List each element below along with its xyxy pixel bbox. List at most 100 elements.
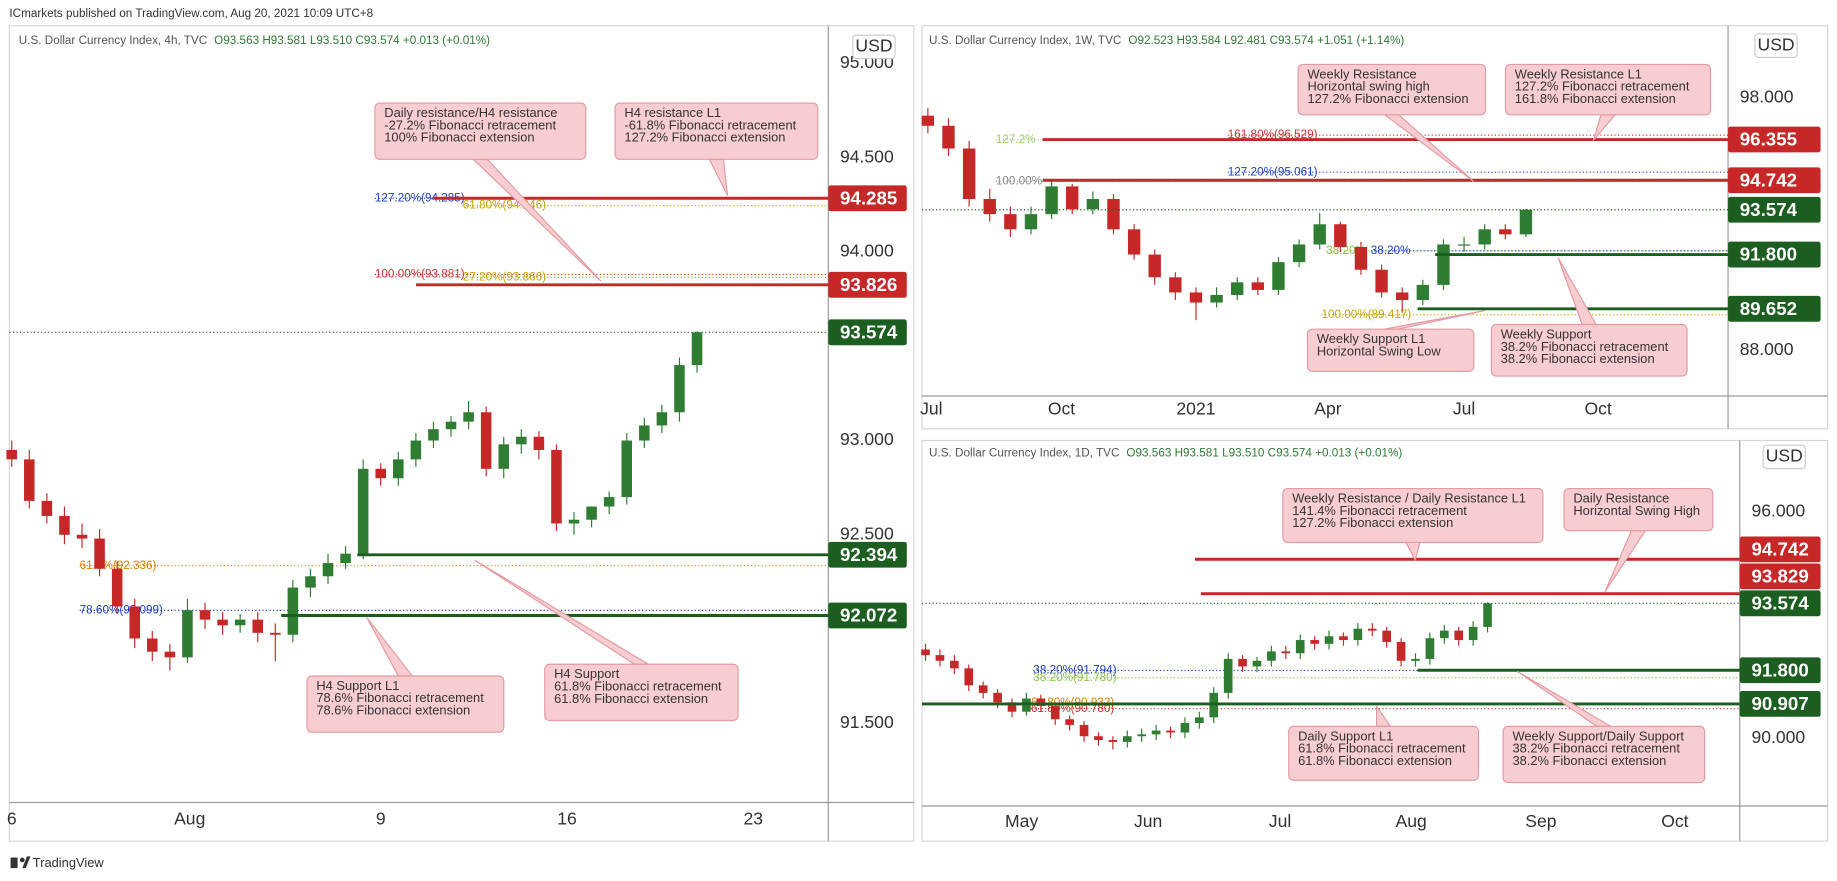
callout-box (614, 102, 819, 160)
price-label: 94.742 (1751, 539, 1808, 560)
callout-text: -27.2% Fibonacci retracement (384, 117, 556, 132)
price-label: 93.826 (840, 274, 897, 295)
chart-panel: U.S. Dollar Currency Index, 1W, TVC O92.5… (920, 25, 1829, 430)
candle-body (1267, 651, 1276, 661)
candle-body (1499, 229, 1512, 235)
candle-body (393, 459, 404, 479)
candle-body (1066, 186, 1079, 210)
callout-text: H4 resistance L1 (624, 105, 721, 120)
callout-box (544, 663, 739, 722)
y-tick-label: 88.000 (1740, 339, 1794, 359)
price-label: 93.574 (840, 321, 898, 342)
price-label-box (1739, 691, 1821, 717)
x-tick-label: Oct (1048, 399, 1075, 419)
candle-body (1454, 630, 1464, 641)
callout-text: Daily resistance/H4 resistance (384, 105, 557, 120)
chart-title: U.S. Dollar Currency Index, 1D, TVC (929, 446, 1119, 459)
x-tick-label: Jul (1453, 399, 1475, 419)
candle-body (270, 632, 281, 635)
candle-body (1354, 246, 1368, 270)
candle-body (1251, 282, 1265, 290)
callout-text: 141.4% Fibonacci retracement (1292, 503, 1467, 518)
candle-body (983, 199, 996, 215)
candle-body (463, 412, 474, 422)
fib-label: 127.20%(95.061) (1228, 165, 1318, 178)
callout-text: 61.8% Fibonacci extension (1298, 753, 1452, 768)
callout-box (1288, 725, 1480, 781)
candle-body (1086, 199, 1100, 210)
candle-body (410, 440, 422, 460)
y-tick-label: 92.500 (840, 523, 894, 543)
header: ICmarkets published on TradingView.com, … (9, 7, 373, 20)
candle-body (935, 655, 945, 661)
candle-body (1440, 630, 1449, 639)
x-tick-label: Jul (920, 399, 942, 419)
fib-label: 100.00%(93.881) (375, 268, 465, 281)
fib-label: 27.20%(93.866) (463, 270, 546, 283)
callout-box (1504, 63, 1712, 116)
fib-label: 161.80%(96.529) (1228, 128, 1318, 141)
y-tick-label: 91.500 (840, 712, 894, 732)
candle-body (76, 534, 88, 539)
y-tick-label: 96.000 (1751, 500, 1805, 520)
price-label-box (1739, 563, 1821, 590)
price-label: 93.574 (1740, 199, 1798, 220)
price-label: 94.742 (1740, 169, 1797, 190)
price-label-box (1728, 295, 1821, 322)
candle-body (964, 668, 974, 686)
callout-text: 61.8% Fibonacci retracement (1298, 741, 1466, 756)
candle-body (1334, 224, 1347, 247)
candle-body (691, 332, 703, 366)
callout-text: Weekly Support (1501, 326, 1592, 341)
panel-frame (921, 25, 1829, 430)
fib-label: 127.2% (996, 133, 1036, 146)
x-tick-label: May (1005, 811, 1038, 831)
candle-body (1195, 717, 1204, 724)
currency-box (1762, 444, 1806, 470)
callout-text: 161.8% Fibonacci extension (1515, 91, 1676, 106)
price-label-box (1728, 241, 1821, 268)
candle-body (59, 515, 70, 535)
callout-text: H4 Support (554, 666, 620, 681)
callout-box (306, 675, 505, 733)
candle-body (639, 425, 650, 441)
callout-text: Daily Support L1 (1298, 728, 1393, 743)
price-label-box (1739, 536, 1821, 563)
candle-body (305, 576, 316, 588)
candle-body (1324, 636, 1334, 644)
candle-body (1169, 277, 1182, 293)
chart-panel: U.S. Dollar Currency Index, 4h, TVC O93.5… (6, 25, 915, 842)
candle-body (586, 506, 597, 520)
ohlc-readout: O93.563 H93.581 L93.510 C93.574 +0.013 (… (214, 34, 490, 47)
chart-panel: U.S. Dollar Currency Index, 1D, TVC O93.5… (921, 439, 1829, 842)
price-label: 93.829 (1751, 565, 1808, 586)
candle-body (1519, 209, 1533, 235)
fib-label: 100.00% (996, 174, 1042, 187)
callout-box (1306, 328, 1475, 372)
candle-body (978, 685, 988, 693)
currency-label: USD (855, 36, 892, 56)
callout-box (1563, 487, 1714, 532)
candle-body (1238, 658, 1247, 667)
candle-body (1189, 292, 1203, 303)
candle-body (41, 500, 53, 516)
candle-body (1295, 640, 1305, 654)
price-label: 92.394 (840, 544, 898, 565)
candle-body (1036, 698, 1046, 707)
price-label: 89.652 (1740, 298, 1797, 319)
candle-body (603, 497, 615, 507)
price-label-box (828, 185, 907, 212)
candle-body (480, 412, 492, 469)
callout-text: 78.6% Fibonacci extension (316, 703, 470, 718)
candle-body (217, 619, 228, 626)
candle-body (1137, 734, 1147, 737)
candle-body (1107, 199, 1120, 230)
candle-body (942, 125, 955, 149)
callout-text: H4 Support L1 (316, 678, 399, 693)
candle-body (357, 468, 369, 554)
ohlc-readout: O93.563 H93.581 L93.510 C93.574 +0.013 (… (1126, 446, 1402, 459)
callout-text: 61.8% Fibonacci retracement (554, 679, 722, 694)
fib-label: 38.20%(91.794) (1033, 664, 1116, 677)
x-tick-label: Aug (1396, 811, 1427, 831)
